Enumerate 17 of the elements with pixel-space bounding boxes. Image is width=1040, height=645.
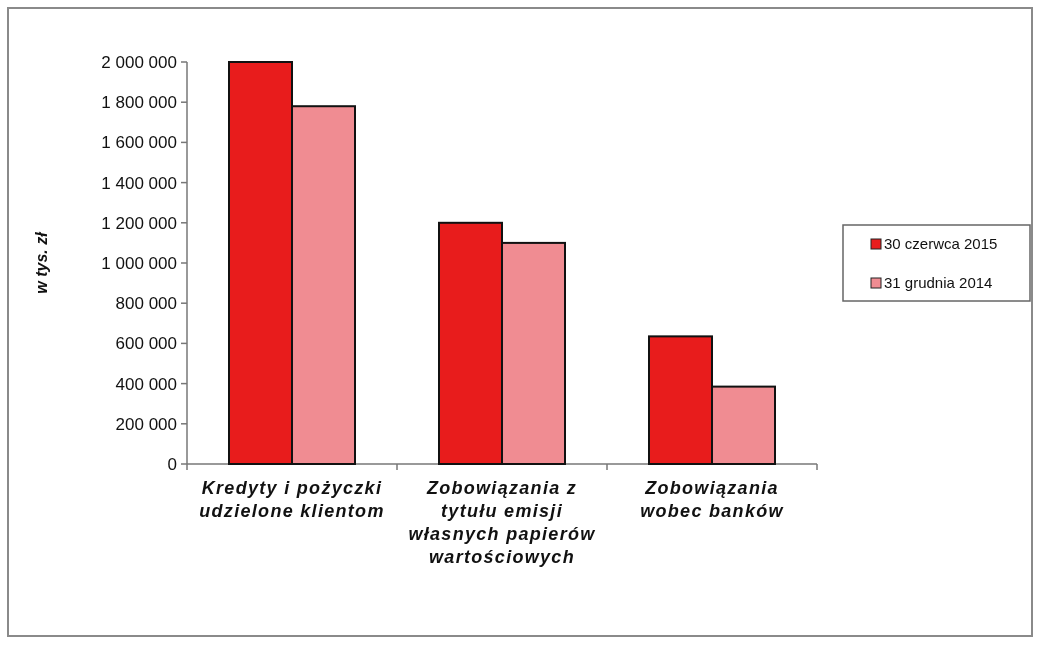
legend-label: 31 grudnia 2014	[884, 274, 993, 292]
y-tick-label: 400 000	[115, 374, 177, 394]
legend-label: 30 czerwca 2015	[884, 235, 998, 253]
y-tick-label: 1 000 000	[101, 253, 177, 273]
x-tick-label: Kredyty i pożyczki udzielone klientom	[199, 478, 385, 521]
y-tick-label: 200 000	[115, 414, 177, 434]
x-tick-label: Zobowiązania wobec banków	[640, 478, 784, 521]
y-tick-label: 800 000	[115, 294, 177, 314]
y-tick-label: 600 000	[115, 334, 177, 354]
y-tick-label: 1 200 000	[101, 213, 177, 233]
y-tick-label: 1 800 000	[101, 93, 177, 113]
x-tick-label: Zobowiązania z tytułu emisji własnych papierów wartościowych	[408, 478, 596, 567]
y-tick-label: 1 400 000	[101, 173, 177, 193]
y-tick-label: 1 600 000	[101, 133, 177, 153]
y-tick-label: 0	[167, 454, 177, 474]
y-tick-label: 2 000 000	[101, 52, 177, 72]
y-axis-title: w tys. zł	[33, 231, 50, 294]
